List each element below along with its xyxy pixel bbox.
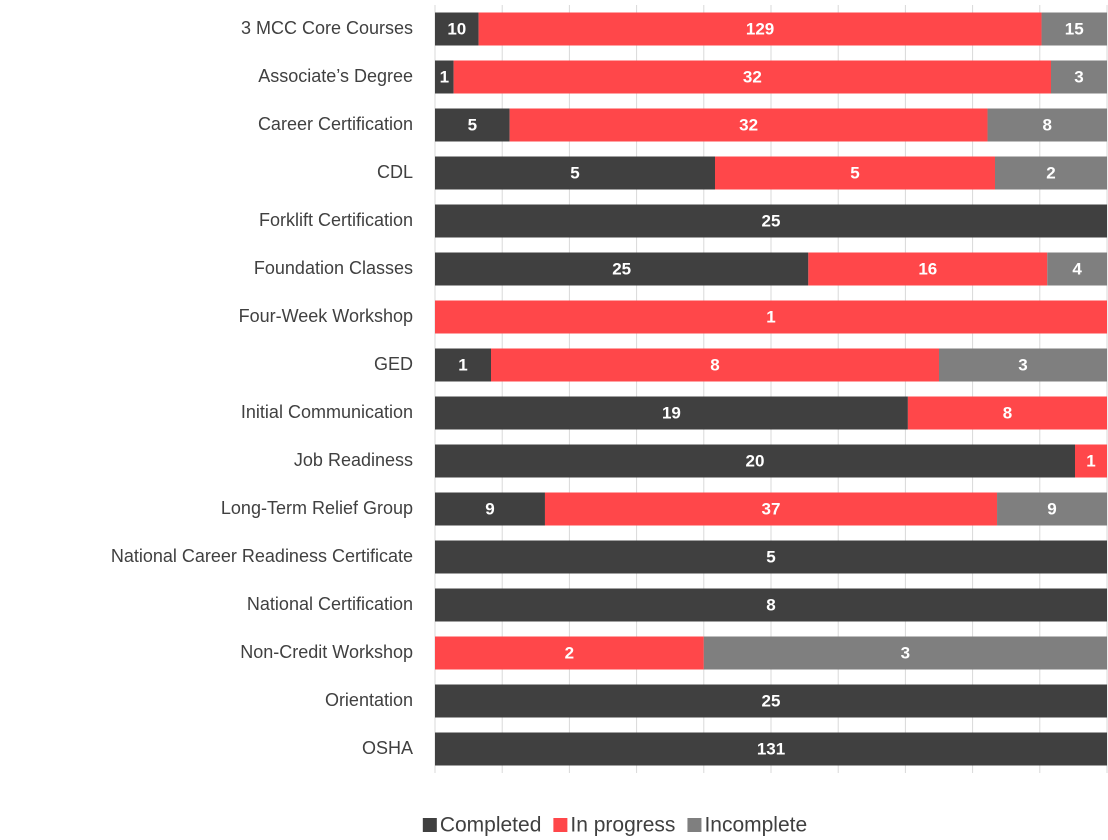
data-label: 3 bbox=[1074, 67, 1083, 86]
data-label: 8 bbox=[1003, 403, 1012, 422]
data-label: 9 bbox=[1047, 499, 1056, 518]
bar-segment bbox=[435, 12, 479, 46]
category-label: Orientation bbox=[325, 690, 413, 710]
category-label: OSHA bbox=[362, 738, 413, 758]
data-label: 1 bbox=[1086, 451, 1095, 470]
category-label: Career Certification bbox=[258, 114, 413, 134]
data-label: 15 bbox=[1065, 19, 1084, 38]
bar-segment bbox=[453, 60, 1052, 94]
legend-label: Completed bbox=[440, 814, 542, 837]
data-label: 32 bbox=[743, 67, 762, 86]
data-label: 5 bbox=[570, 163, 579, 182]
category-label: National Career Readiness Certificate bbox=[111, 546, 413, 566]
category-label: 3 MCC Core Courses bbox=[241, 18, 413, 38]
bar-segment bbox=[435, 636, 704, 670]
category-label: Forklift Certification bbox=[259, 210, 413, 230]
data-label: 1 bbox=[440, 67, 449, 86]
bar-segment bbox=[907, 396, 1107, 430]
bar-segment bbox=[435, 156, 715, 190]
bar-segment bbox=[995, 156, 1107, 190]
bar-segment bbox=[435, 492, 545, 526]
data-label: 3 bbox=[901, 643, 910, 662]
data-label: 25 bbox=[762, 211, 781, 230]
data-label: 25 bbox=[762, 691, 781, 710]
data-label: 20 bbox=[746, 451, 765, 470]
bar-segment bbox=[435, 444, 1075, 478]
bar-segment bbox=[987, 108, 1107, 142]
bar-segment bbox=[1041, 12, 1107, 46]
legend-swatch bbox=[422, 818, 437, 832]
data-label: 129 bbox=[746, 19, 774, 38]
data-label: 10 bbox=[447, 19, 466, 38]
data-label: 16 bbox=[918, 259, 937, 278]
data-label: 2 bbox=[1046, 163, 1055, 182]
data-label: 5 bbox=[766, 547, 775, 566]
legend-swatch bbox=[553, 818, 568, 832]
data-label: 4 bbox=[1072, 259, 1082, 278]
category-label: National Certification bbox=[247, 594, 413, 614]
data-label: 25 bbox=[612, 259, 631, 278]
data-label: 37 bbox=[762, 499, 781, 518]
category-label: Non-Credit Workshop bbox=[240, 642, 413, 662]
data-label: 8 bbox=[710, 355, 719, 374]
legend-swatch bbox=[687, 818, 702, 832]
bar-segment bbox=[1051, 60, 1107, 94]
legend: Completed In progress Incomplete bbox=[422, 814, 807, 837]
data-label: 2 bbox=[565, 643, 574, 662]
bar-segment bbox=[544, 492, 998, 526]
bar-segment bbox=[997, 492, 1107, 526]
category-label: Initial Communication bbox=[241, 402, 413, 422]
bar-segment bbox=[435, 252, 809, 286]
bar-segment bbox=[808, 252, 1048, 286]
bar-segment bbox=[715, 156, 995, 190]
bar-segment bbox=[509, 108, 988, 142]
data-label: 32 bbox=[739, 115, 758, 134]
bar-segment bbox=[435, 540, 1107, 574]
bar-segment bbox=[435, 108, 510, 142]
bar-segment bbox=[435, 300, 1107, 334]
bar-segment bbox=[435, 732, 1107, 766]
data-label: 5 bbox=[850, 163, 859, 182]
legend-label: In progress bbox=[570, 814, 675, 837]
data-label: 9 bbox=[485, 499, 494, 518]
bar-segment bbox=[703, 636, 1107, 670]
category-label: CDL bbox=[377, 162, 413, 182]
category-label: Four-Week Workshop bbox=[239, 306, 413, 326]
category-label: Long-Term Relief Group bbox=[221, 498, 413, 518]
data-label: 8 bbox=[766, 595, 775, 614]
bar-segment bbox=[435, 684, 1107, 718]
data-label: 1 bbox=[458, 355, 467, 374]
category-label: Associate’s Degree bbox=[258, 66, 413, 86]
data-label: 5 bbox=[468, 115, 477, 134]
category-label: Foundation Classes bbox=[254, 258, 413, 278]
category-label: GED bbox=[374, 354, 413, 374]
bar-segment bbox=[939, 348, 1107, 382]
bar-segment bbox=[1075, 444, 1107, 478]
category-label: Job Readiness bbox=[294, 450, 413, 470]
bar-segment bbox=[435, 588, 1107, 622]
bar-segment bbox=[435, 204, 1107, 238]
legend-label: Incomplete bbox=[704, 814, 807, 837]
bar-segment bbox=[435, 60, 454, 94]
data-label: 19 bbox=[662, 403, 681, 422]
data-label: 131 bbox=[757, 739, 785, 758]
bar-segment bbox=[1047, 252, 1107, 286]
bar-segment bbox=[478, 12, 1042, 46]
data-label: 3 bbox=[1018, 355, 1027, 374]
data-label: 8 bbox=[1043, 115, 1052, 134]
bar-segment bbox=[491, 348, 939, 382]
bar-segment bbox=[435, 348, 491, 382]
bar-segment bbox=[435, 396, 908, 430]
data-label: 1 bbox=[766, 307, 775, 326]
